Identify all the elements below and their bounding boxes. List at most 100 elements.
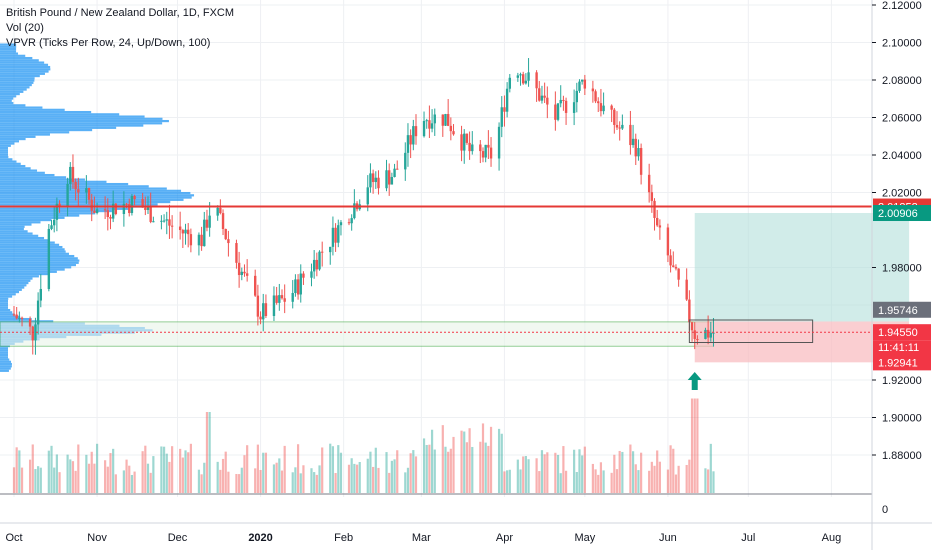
volume-bar	[685, 464, 688, 493]
vpvr-row	[0, 169, 38, 172]
time-tick-label: Mar	[412, 532, 431, 544]
volume-bar	[318, 465, 321, 493]
price-tick-label: 1.98000	[882, 263, 922, 275]
vpvr-row	[0, 315, 21, 318]
candle-body	[508, 77, 511, 89]
vpvr-row	[0, 115, 145, 118]
candle-body	[594, 91, 597, 102]
vpvr-row	[0, 227, 24, 231]
vpvr-row	[0, 243, 60, 246]
candle-body	[463, 133, 466, 151]
volume-bar	[640, 452, 643, 493]
candle-body	[631, 138, 635, 146]
volume-bar	[152, 456, 155, 493]
candle-body	[433, 114, 436, 124]
volume-bar	[696, 398, 699, 493]
volume-bar	[693, 398, 696, 493]
vpvr-row	[0, 191, 191, 195]
candle-body	[696, 338, 699, 340]
vpvr-row	[0, 185, 149, 188]
candle-body	[235, 243, 238, 263]
volume-bar	[556, 454, 560, 493]
candle-body	[165, 219, 168, 221]
vpvr-row	[0, 106, 43, 109]
candle-body	[12, 314, 16, 316]
candle-body	[449, 125, 453, 132]
time-tick-label: Oct	[5, 532, 22, 544]
volume-bar	[650, 461, 653, 493]
candle-body	[149, 205, 152, 222]
candle-body	[613, 109, 616, 125]
vpvr-row	[0, 146, 8, 150]
volume-indicator-label[interactable]: Vol (20)	[6, 22, 44, 34]
vpvr-row	[0, 135, 36, 138]
candle-body	[704, 329, 707, 339]
vpvr-row	[0, 234, 39, 237]
vpvr-row	[0, 221, 41, 224]
candle-body	[489, 147, 493, 159]
volume-bar	[527, 459, 530, 493]
vpvr-row	[0, 164, 26, 168]
volume-bar	[329, 443, 332, 493]
volume-bar	[259, 469, 262, 493]
candle-body	[543, 95, 546, 98]
vpvr-row	[0, 79, 35, 82]
volume-bar	[583, 446, 586, 493]
candle-body	[615, 124, 619, 128]
volume-bar	[184, 450, 187, 493]
volume-bar	[128, 465, 131, 493]
candle-body	[374, 177, 377, 183]
vpvr-row	[0, 171, 45, 174]
vpvr-row	[0, 45, 17, 48]
price-tick-label: 2.08000	[882, 75, 922, 87]
volume-bar	[621, 451, 624, 493]
volume-bar	[256, 444, 259, 493]
volume-bar	[463, 431, 466, 493]
volume-bar	[540, 450, 544, 493]
vpvr-row	[0, 43, 17, 46]
candle-body	[366, 187, 369, 205]
vpvr-row	[0, 187, 167, 190]
vpvr-row	[0, 142, 15, 145]
vpvr-row	[0, 74, 40, 78]
volume-bar	[69, 459, 72, 493]
volume-bar	[272, 464, 276, 493]
volume-bar	[254, 468, 257, 493]
time-tick-label: 2020	[248, 532, 272, 544]
candle-body	[184, 229, 187, 234]
candle-body	[444, 114, 447, 126]
candle-body	[237, 262, 241, 276]
price-tick-label: 1.88000	[882, 450, 922, 462]
candle-body	[219, 207, 222, 214]
time-tick-label: Feb	[334, 532, 353, 544]
volume-bar	[468, 428, 471, 493]
candle-body	[87, 188, 91, 200]
candle-body	[497, 126, 501, 159]
vpvr-indicator-label[interactable]: VPVR (Ticks Per Row, 24, Up/Down, 100)	[6, 37, 211, 49]
volume-bar	[615, 469, 619, 493]
candle-body	[709, 332, 712, 338]
price-tag	[873, 324, 931, 341]
vpvr-row	[0, 308, 11, 312]
volume-bar	[629, 444, 632, 493]
vpvr-row	[0, 286, 25, 289]
volume-bar	[331, 446, 335, 493]
volume-bar	[39, 467, 42, 493]
candle-body	[331, 227, 335, 247]
symbol-title[interactable]: British Pound / New Zealand Dollar, 1D, …	[6, 7, 235, 19]
vpvr-row	[0, 241, 55, 244]
volume-bar	[594, 469, 597, 493]
vpvr-row	[0, 196, 192, 199]
vpvr-row	[0, 293, 16, 296]
candle-body	[74, 181, 77, 190]
vpvr-row	[0, 272, 49, 276]
candle-body	[369, 173, 372, 188]
candle-body	[200, 234, 203, 247]
volume-bar	[283, 445, 286, 493]
candle-body	[425, 120, 428, 122]
candle-body	[203, 219, 206, 247]
candle-body	[516, 75, 520, 78]
vpvr-row	[0, 158, 13, 161]
